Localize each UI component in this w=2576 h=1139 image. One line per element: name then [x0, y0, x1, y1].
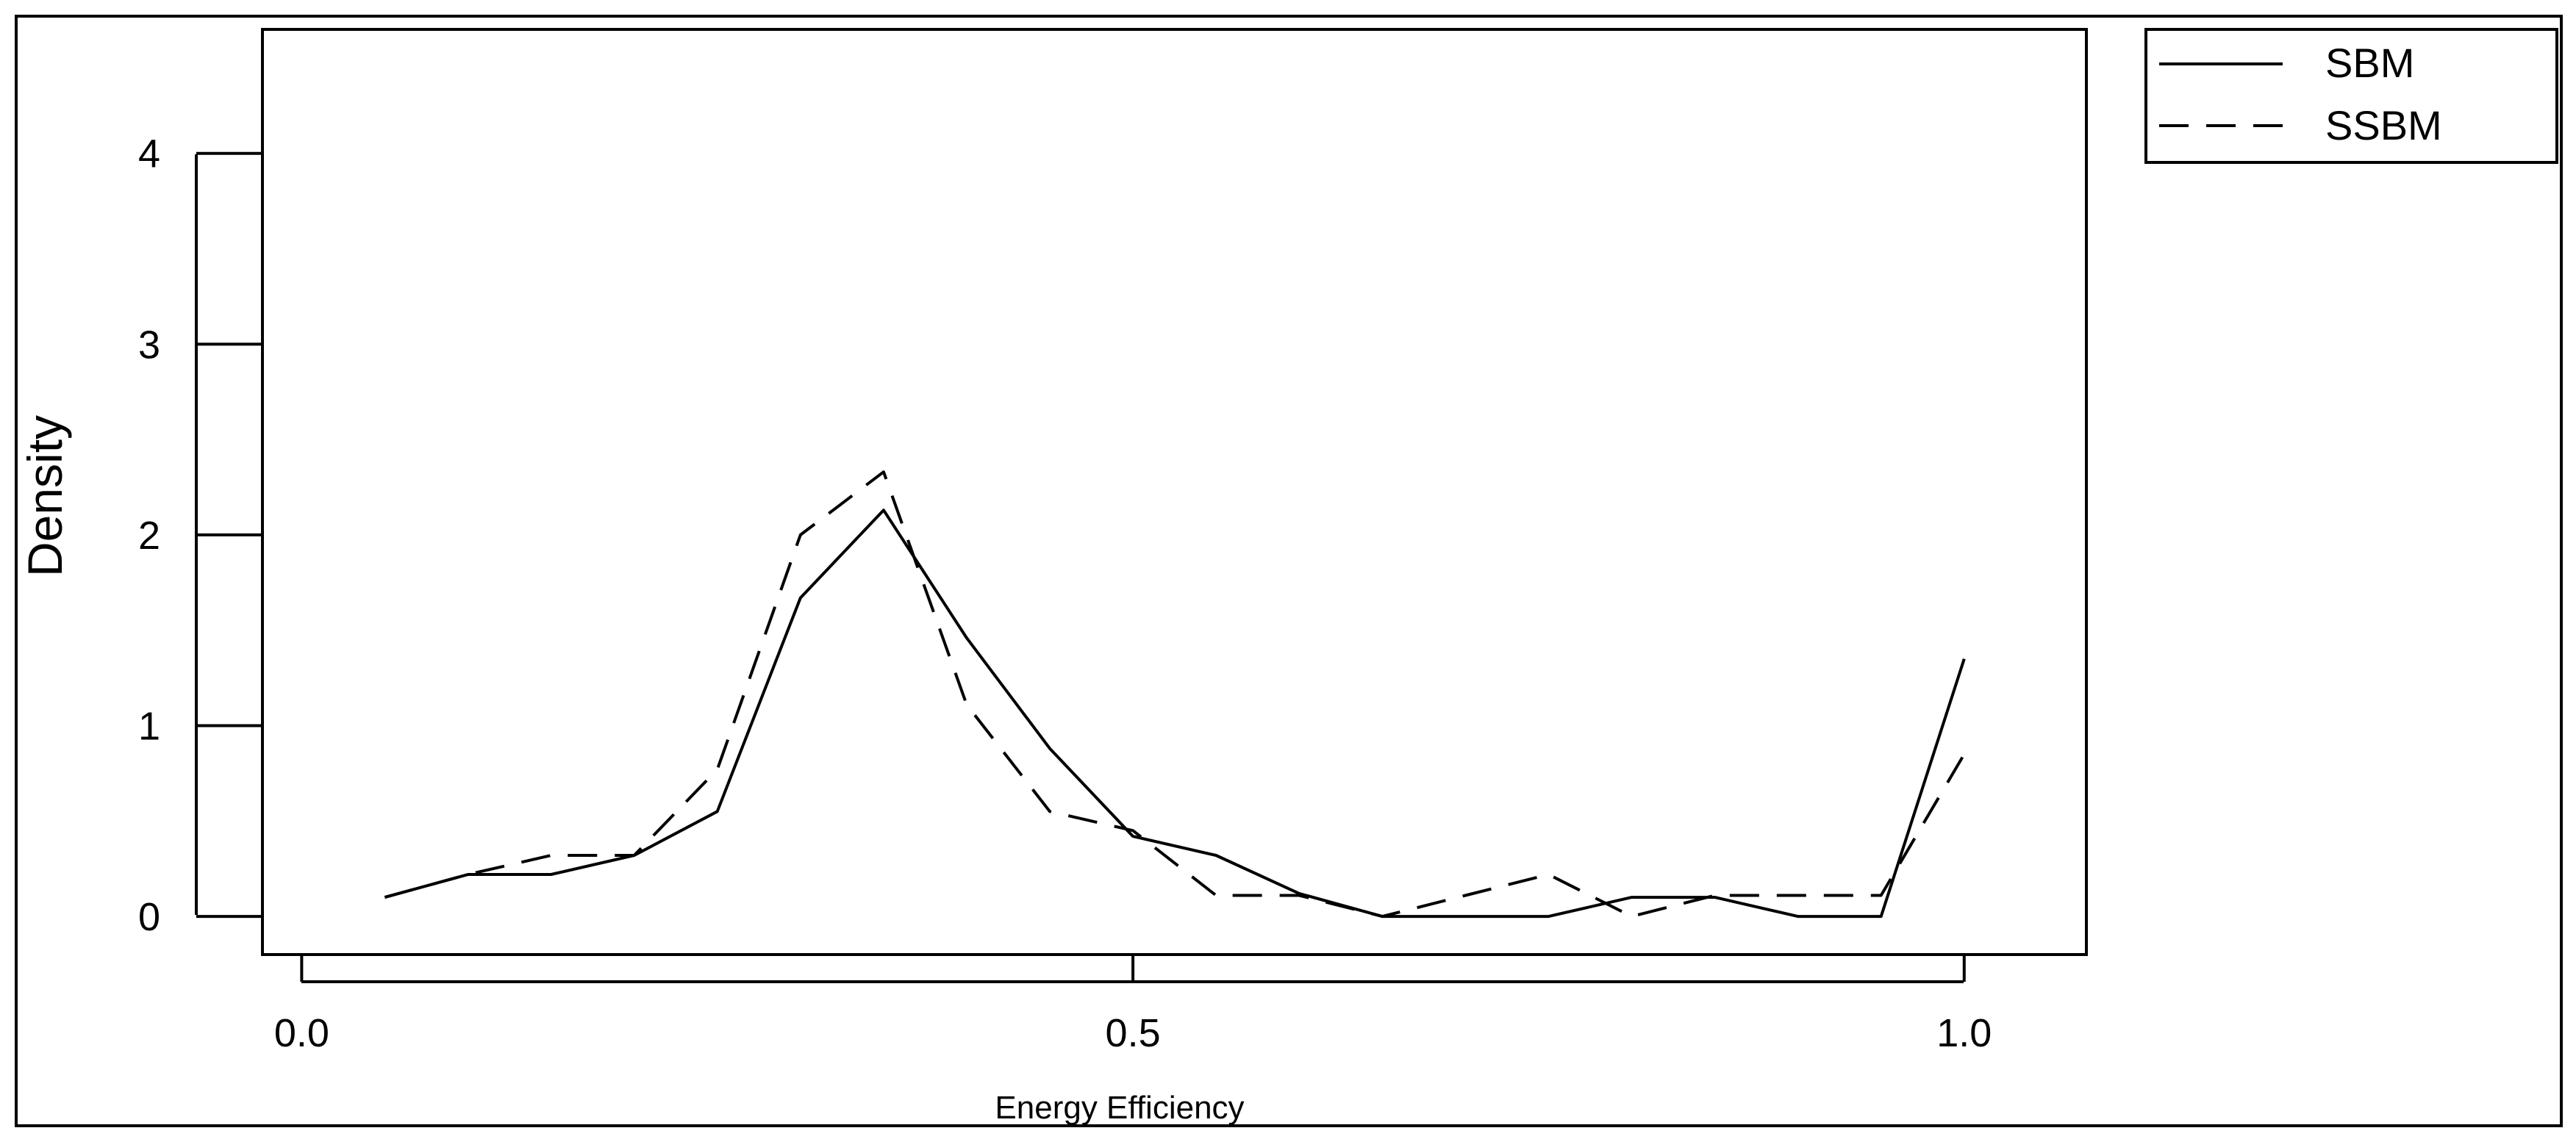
y-tick-label: 1	[138, 704, 160, 748]
x-axis: 0.0 0.5 1.0	[274, 955, 1992, 1055]
y-axis-title: Density	[18, 415, 72, 577]
x-tick-label: 1.0	[1936, 1011, 1992, 1055]
legend: SBM SSBM	[2144, 28, 2558, 164]
figure-frame	[15, 15, 2563, 1127]
x-tick-label: 0.0	[274, 1011, 329, 1055]
y-tick-label: 4	[138, 132, 160, 176]
y-tick-label: 0	[138, 895, 160, 939]
plot-area	[261, 28, 2088, 956]
series-layer	[384, 470, 1966, 919]
x-axis-title: Energy Efficiency	[995, 1090, 1244, 1126]
series-line-sbm	[384, 509, 1966, 919]
y-tick-label: 2	[138, 514, 160, 558]
x-tick-label: 0.5	[1106, 1011, 1161, 1055]
series-line-ssbm	[384, 470, 1966, 919]
y-axis: 0 1 2 3 4	[138, 132, 262, 939]
y-tick-label: 3	[138, 323, 160, 367]
legend-ssbm-label: SSBM	[2325, 102, 2442, 148]
legend-box	[2144, 28, 2558, 164]
legend-sbm-label: SBM	[2325, 40, 2414, 86]
